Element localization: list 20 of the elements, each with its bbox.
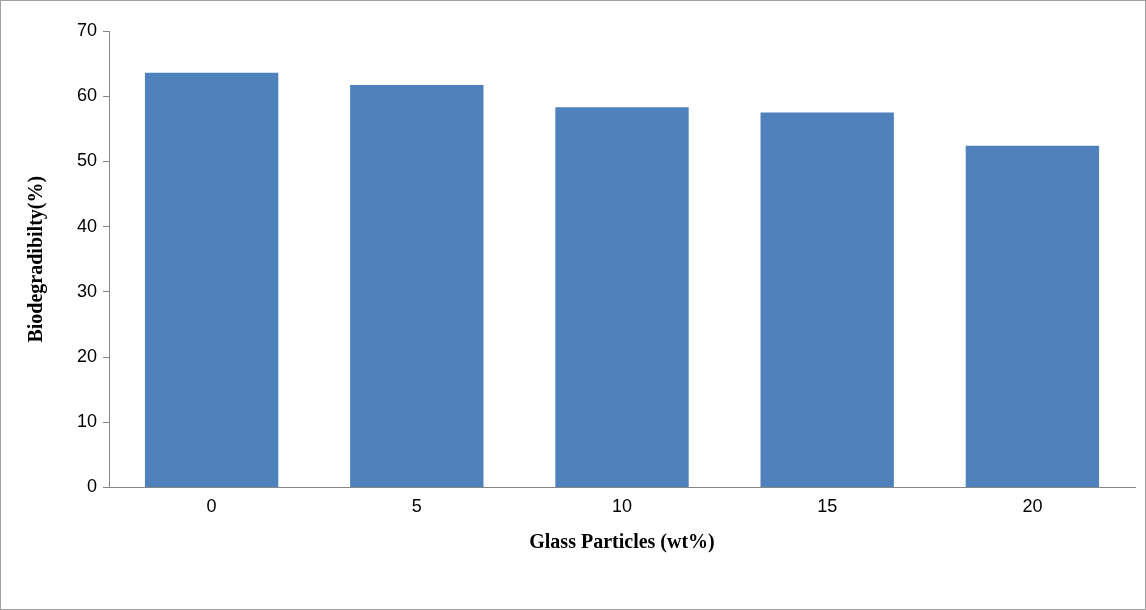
y-tick-label: 50 <box>76 150 98 171</box>
y-tick-label: 40 <box>76 215 98 236</box>
y-tick-label: 10 <box>76 411 98 432</box>
y-tick-label: 20 <box>76 345 98 366</box>
bar <box>144 72 279 487</box>
bar <box>760 112 894 487</box>
bar <box>555 107 689 487</box>
y-tick-label: 0 <box>87 476 98 497</box>
x-tick-label: 0 <box>206 496 217 517</box>
x-tick-label: 15 <box>817 496 838 517</box>
x-axis-title: Glass Particles (wt%) <box>529 530 715 554</box>
x-tick-label: 5 <box>411 496 422 517</box>
x-tick-label: 10 <box>612 496 633 517</box>
y-tick-label: 60 <box>76 85 98 106</box>
y-axis-title: Biodegradibilty(%) <box>24 175 48 343</box>
x-tick-label: 20 <box>1022 496 1043 517</box>
y-tick-label: 70 <box>76 19 98 40</box>
bar <box>965 145 1100 487</box>
y-tick-label: 30 <box>76 280 98 301</box>
bar <box>350 85 484 487</box>
